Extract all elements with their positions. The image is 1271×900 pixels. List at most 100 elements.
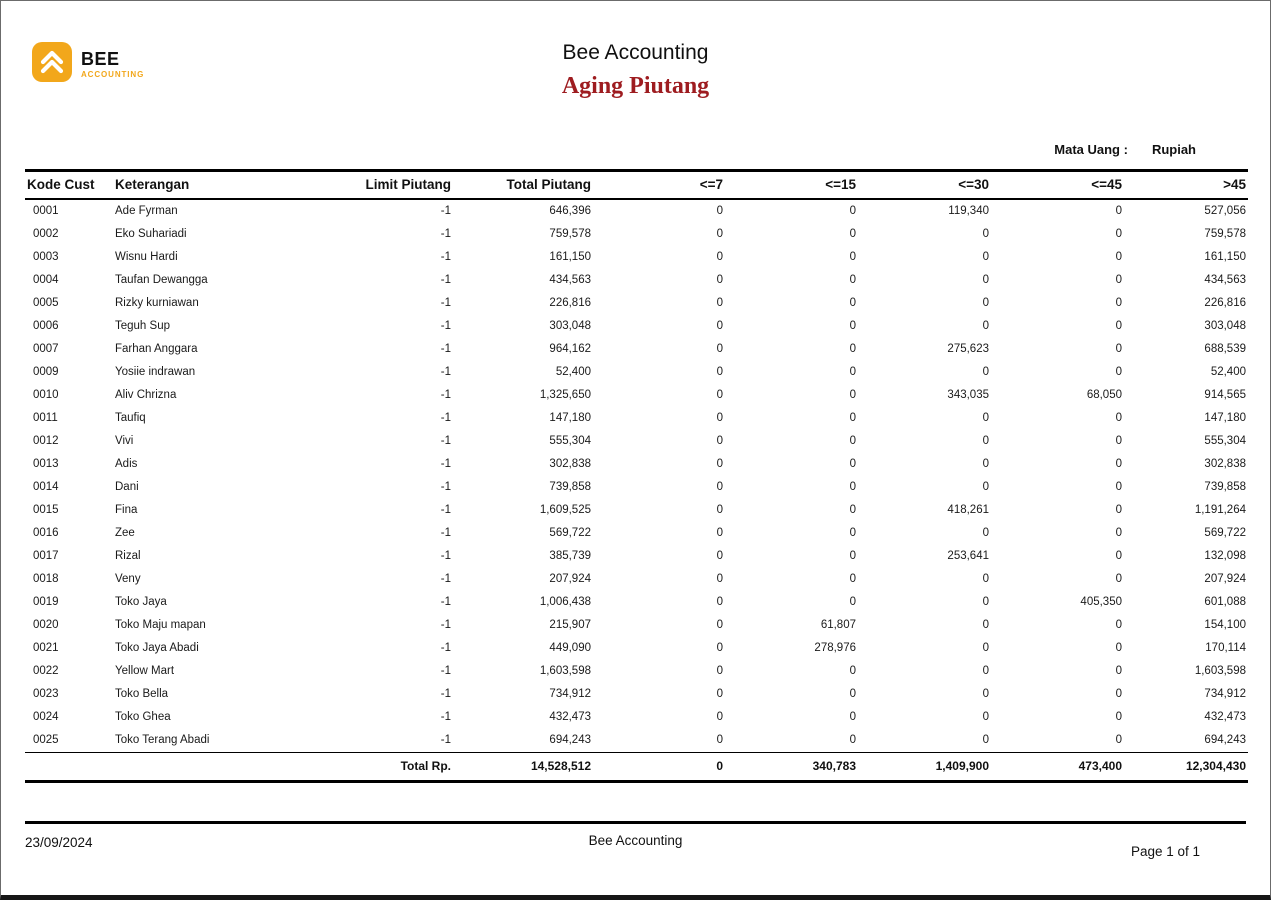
logo-name: BEE: [81, 49, 120, 69]
column-header-gt45: >45: [1124, 169, 1248, 200]
total-spacer-keterangan: [113, 752, 328, 783]
cell-kode-cust: 0012: [33, 435, 59, 447]
cell-le7: 0: [716, 458, 723, 470]
cell-kode-cust: 0019: [33, 596, 59, 608]
cell-kode-cust: 0018: [33, 573, 59, 585]
cell-le45: 0: [1115, 527, 1122, 539]
cell-le15: 0: [849, 274, 856, 286]
cell-le7: 0: [716, 573, 723, 585]
cell-le7: 0: [716, 665, 723, 677]
table-row: 0009 Yosiie indrawan -1 52,400 0 0 0 0 52,400: [25, 361, 1248, 384]
cell-total-piutang: 1,325,650: [539, 389, 591, 401]
cell-limit-piutang: -1: [440, 688, 451, 700]
cell-le45: 0: [1115, 435, 1122, 447]
column-header-limit-piutang: Limit Piutang: [328, 169, 453, 200]
cell-total-piutang: 694,243: [549, 734, 591, 746]
cell-le45: 0: [1115, 573, 1122, 585]
cell-le7: 0: [716, 205, 723, 217]
cell-total-piutang: 52,400: [555, 366, 591, 378]
total-le15: 340,783: [725, 752, 858, 783]
cell-keterangan: Teguh Sup: [115, 320, 170, 332]
cell-le15: 0: [849, 734, 856, 746]
cell-le30: 0: [982, 734, 989, 746]
cell-keterangan: Farhan Anggara: [115, 343, 198, 355]
cell-le15: 0: [849, 435, 856, 447]
cell-le30: 418,261: [947, 504, 989, 516]
cell-le15: 278,976: [814, 642, 856, 654]
cell-limit-piutang: -1: [440, 320, 451, 332]
cell-kode-cust: 0015: [33, 504, 59, 516]
table-header-row: Kode Cust Keterangan Limit Piutang Total…: [25, 169, 1248, 200]
page-title: Aging Piutang: [561, 73, 710, 99]
footer-date: 23/09/2024: [25, 835, 93, 850]
table-row: 0005 Rizky kurniawan -1 226,816 0 0 0 0 226,816: [25, 292, 1248, 315]
cell-total-piutang: 734,912: [549, 688, 591, 700]
cell-limit-piutang: -1: [440, 297, 451, 309]
cell-keterangan: Eko Suhariadi: [115, 228, 187, 240]
cell-le30: 0: [982, 619, 989, 631]
cell-keterangan: Fina: [115, 504, 138, 516]
cell-le30: 343,035: [947, 389, 989, 401]
cell-le45: 0: [1115, 504, 1122, 516]
cell-kode-cust: 0005: [33, 297, 59, 309]
cell-le45: 0: [1115, 228, 1122, 240]
cell-le7: 0: [716, 527, 723, 539]
cell-gt45: 147,180: [1204, 412, 1246, 424]
cell-le45: 0: [1115, 642, 1122, 654]
cell-kode-cust: 0009: [33, 366, 59, 378]
column-header-kode-cust: Kode Cust: [25, 169, 113, 200]
cell-le7: 0: [716, 734, 723, 746]
cell-le30: 0: [982, 435, 989, 447]
cell-le7: 0: [716, 642, 723, 654]
cell-keterangan: Adis: [115, 458, 138, 470]
cell-le30: 0: [982, 573, 989, 585]
cell-limit-piutang: -1: [440, 366, 451, 378]
cell-gt45: 303,048: [1204, 320, 1246, 332]
cell-le45: 0: [1115, 320, 1122, 332]
logo-subtitle: ACCOUNTING: [81, 70, 145, 79]
table-row: 0001 Ade Fyrman -1 646,396 0 0 119,340 0 527,056: [25, 199, 1248, 223]
cell-le7: 0: [716, 389, 723, 401]
cell-le30: 0: [982, 366, 989, 378]
cell-kode-cust: 0007: [33, 343, 59, 355]
cell-le7: 0: [716, 343, 723, 355]
table-row: 0024 Toko Ghea -1 432,473 0 0 0 0 432,473: [25, 706, 1248, 729]
cell-gt45: 207,924: [1204, 573, 1246, 585]
cell-le30: 0: [982, 274, 989, 286]
cell-le15: 0: [849, 389, 856, 401]
cell-gt45: 434,563: [1204, 274, 1246, 286]
cell-keterangan: Rizal: [115, 550, 141, 562]
cell-le15: 0: [849, 504, 856, 516]
cell-le45: 0: [1115, 297, 1122, 309]
aging-table-wrap: Kode Cust Keterangan Limit Piutang Total…: [25, 169, 1248, 783]
cell-limit-piutang: -1: [440, 205, 451, 217]
table-body: 0001 Ade Fyrman -1 646,396 0 0 119,340 0 527,056…: [25, 199, 1248, 753]
cell-gt45: 734,912: [1204, 688, 1246, 700]
cell-limit-piutang: -1: [440, 412, 451, 424]
cell-kode-cust: 0022: [33, 665, 59, 677]
table-row: 0023 Toko Bella -1 734,912 0 0 0 0 734,912: [25, 683, 1248, 706]
cell-le7: 0: [716, 412, 723, 424]
cell-kode-cust: 0003: [33, 251, 59, 263]
cell-limit-piutang: -1: [440, 435, 451, 447]
cell-le30: 0: [982, 412, 989, 424]
cell-total-piutang: 449,090: [549, 642, 591, 654]
cell-le7: 0: [716, 228, 723, 240]
cell-keterangan: Yosiie indrawan: [115, 366, 196, 378]
cell-le7: 0: [716, 481, 723, 493]
table-row: 0003 Wisnu Hardi -1 161,150 0 0 0 0 161,150: [25, 246, 1248, 269]
footer-divider: [25, 821, 1246, 824]
cell-gt45: 226,816: [1204, 297, 1246, 309]
cell-kode-cust: 0004: [33, 274, 59, 286]
column-header-total-piutang: Total Piutang: [453, 169, 593, 200]
cell-gt45: 759,578: [1204, 228, 1246, 240]
cell-kode-cust: 0006: [33, 320, 59, 332]
cell-limit-piutang: -1: [440, 527, 451, 539]
company-title: Bee Accounting: [562, 41, 709, 64]
cell-le30: 0: [982, 665, 989, 677]
cell-kode-cust: 0024: [33, 711, 59, 723]
cell-gt45: 52,400: [1210, 366, 1246, 378]
cell-le45: 0: [1115, 665, 1122, 677]
cell-total-piutang: 385,739: [549, 550, 591, 562]
